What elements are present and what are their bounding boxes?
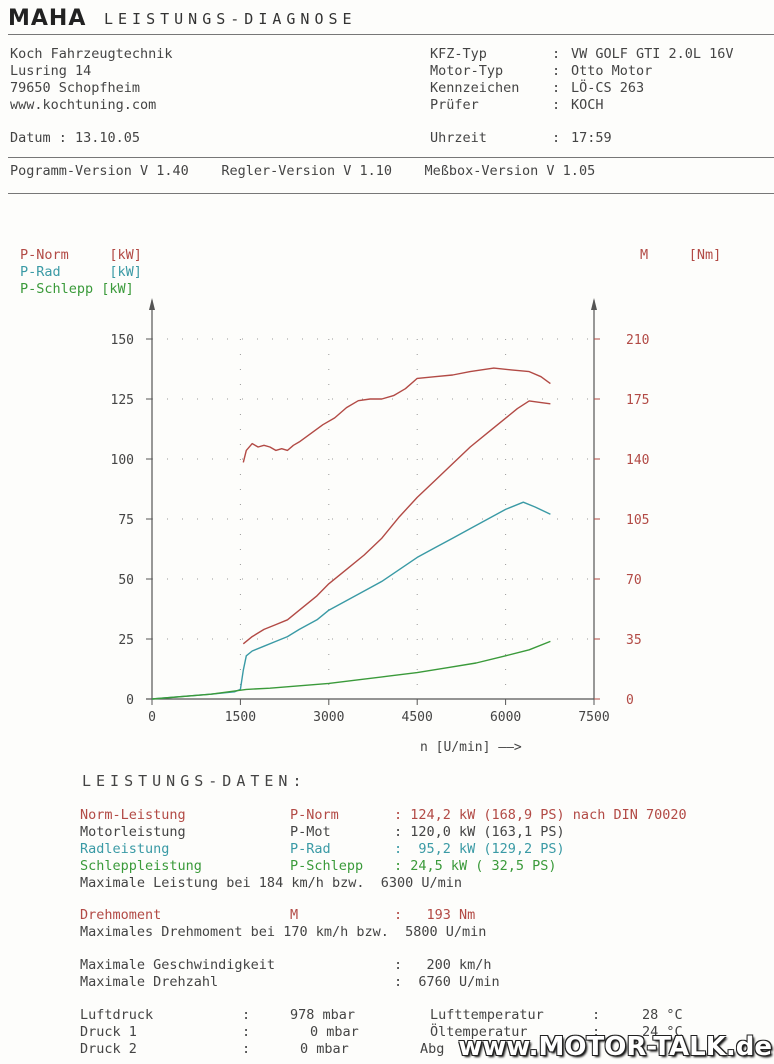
field-value: VW GOLF GTI 2.0L 16V <box>571 46 734 62</box>
y-right-tick-label: 35 <box>626 633 642 648</box>
max-torque-line: Maximales Drehmoment bei 170 km/h bzw. 5… <box>80 924 487 940</box>
row-value-schlepp: : 24,5 kW ( 32,5 PS) <box>394 858 557 874</box>
field-value: Otto Motor <box>571 63 653 79</box>
field-sep: : <box>552 46 561 62</box>
torque-sym: M <box>290 907 299 923</box>
y-right-tick-label: 105 <box>626 513 649 528</box>
legend-p-norm: P-Norm [kW] <box>20 247 142 263</box>
series-line-p-norm <box>242 400 551 645</box>
row-sym-norm: P-Norm <box>290 807 339 823</box>
field-sep: : <box>552 97 561 113</box>
y-left-tick-label: 50 <box>118 573 134 588</box>
row-label-motor: Motorleistung <box>80 824 186 840</box>
series-line-m <box>242 367 551 463</box>
uhrzeit-sep: : <box>552 130 561 146</box>
header-divider <box>8 34 774 35</box>
row-label-rad: Radleistung <box>80 841 170 857</box>
y-left-tick-label: 125 <box>111 393 134 408</box>
ambient-sep: : <box>592 1024 601 1040</box>
ambient-value: 24 °C <box>642 1024 683 1040</box>
series-line-p-rad <box>151 501 551 700</box>
row-sym-motor: P-Mot <box>290 824 331 840</box>
ambient-value: 0 mbar <box>300 1041 349 1057</box>
legend-torque: M [Nm] <box>640 247 722 263</box>
ambient-label: Druck 2 <box>80 1041 137 1057</box>
document-title: LEISTUNGS-DIAGNOSE <box>104 10 357 28</box>
field-value: KOCH <box>571 97 604 113</box>
y-right-tick-label: 70 <box>626 573 642 588</box>
x-axis-label: n [U/min] ——> <box>420 740 522 755</box>
x-tick-label: 7500 <box>578 710 609 725</box>
ambient-value: 28 °C <box>642 1007 683 1023</box>
row-value-rad: : 95,2 kW (129,2 PS) <box>394 841 565 857</box>
uhrzeit-label: Uhrzeit <box>430 130 487 146</box>
y-axis-right-arrow <box>591 298 597 310</box>
ambient-label: Abg <box>420 1041 445 1057</box>
ambient-label: Druck 1 <box>80 1024 137 1040</box>
company-city: 79650 Schopfheim <box>10 80 141 96</box>
max-speed-value: : 200 km/h <box>394 957 492 973</box>
x-tick-label: 6000 <box>490 710 521 725</box>
field-label: Prüfer <box>430 97 479 113</box>
y-left-tick-label: 0 <box>126 693 134 708</box>
field-label: KFZ-Typ <box>430 46 487 62</box>
field-label: Motor-Typ <box>430 63 504 79</box>
legend-p-schlepp: P-Schlepp [kW] <box>20 281 134 297</box>
y-left-tick-label: 75 <box>118 513 134 528</box>
x-tick-label: 0 <box>148 710 156 725</box>
y-left-tick-label: 100 <box>111 453 134 468</box>
y-left-tick-label: 25 <box>118 633 134 648</box>
x-tick-label: 1500 <box>225 710 256 725</box>
torque-label: Drehmoment <box>80 907 162 923</box>
legend-p-rad: P-Rad [kW] <box>20 264 142 280</box>
ambient-label: Öltemperatur <box>430 1024 528 1040</box>
field-value: LÖ-CS 263 <box>571 80 645 96</box>
ambient-sep: : <box>242 1024 251 1040</box>
company-website: www.kochtuning.com <box>10 97 157 113</box>
datum: Datum : 13.10.05 <box>10 130 141 146</box>
y-axis-left-arrow <box>149 298 155 310</box>
versions-divider-bottom <box>8 193 774 194</box>
y-left-tick-label: 150 <box>111 333 134 348</box>
field-label: Kennzeichen <box>430 80 520 96</box>
company-name: Koch Fahrzeugtechnik <box>10 46 173 62</box>
uhrzeit-value: 17:59 <box>571 130 612 146</box>
row-value-motor: : 120,0 kW (163,1 PS) <box>394 824 565 840</box>
torque-value: : 193 Nm <box>394 907 476 923</box>
max-rpm-value: : 6760 U/min <box>394 974 500 990</box>
field-sep: : <box>552 80 561 96</box>
y-right-tick-label: 0 <box>626 693 634 708</box>
row-sym-schlepp: P-Schlepp <box>290 858 364 874</box>
watermark: www.MOTOR-TALK.de <box>458 1032 772 1062</box>
max-power-line: Maximale Leistung bei 184 km/h bzw. 6300… <box>80 875 463 891</box>
data-section-title: LEISTUNGS-DATEN: <box>82 772 307 790</box>
y-right-tick-label: 140 <box>626 453 649 468</box>
max-rpm-label: Maximale Drehzahl <box>80 974 219 990</box>
series-line-p-schlepp <box>151 640 551 700</box>
y-right-tick-label: 210 <box>626 333 649 348</box>
max-speed-label: Maximale Geschwindigkeit <box>80 957 276 973</box>
x-tick-label: 3000 <box>313 710 344 725</box>
versions-divider-top <box>8 157 774 158</box>
ambient-sep: : <box>242 1041 251 1057</box>
row-label-schlepp: Schleppleistung <box>80 858 202 874</box>
version-info: Pogramm-Version V 1.40 Regler-Version V … <box>10 163 596 179</box>
row-value-norm: : 124,2 kW (168,9 PS) nach DIN 70020 <box>394 807 687 823</box>
company-street: Lusring 14 <box>10 63 92 79</box>
x-tick-label: 4500 <box>402 710 433 725</box>
y-right-tick-label: 175 <box>626 393 649 408</box>
row-sym-rad: P-Rad <box>290 841 331 857</box>
ambient-label: Luftdruck <box>80 1007 154 1023</box>
ambient-sep: : <box>242 1007 251 1023</box>
row-label-norm: Norm-Leistung <box>80 807 186 823</box>
maha-logo: MAHA <box>8 6 87 31</box>
ambient-value: 978 mbar <box>290 1007 356 1023</box>
ambient-value: 0 mbar <box>310 1024 359 1040</box>
field-sep: : <box>552 63 561 79</box>
ambient-sep: : <box>592 1007 601 1023</box>
ambient-label: Lufttemperatur <box>430 1007 544 1023</box>
